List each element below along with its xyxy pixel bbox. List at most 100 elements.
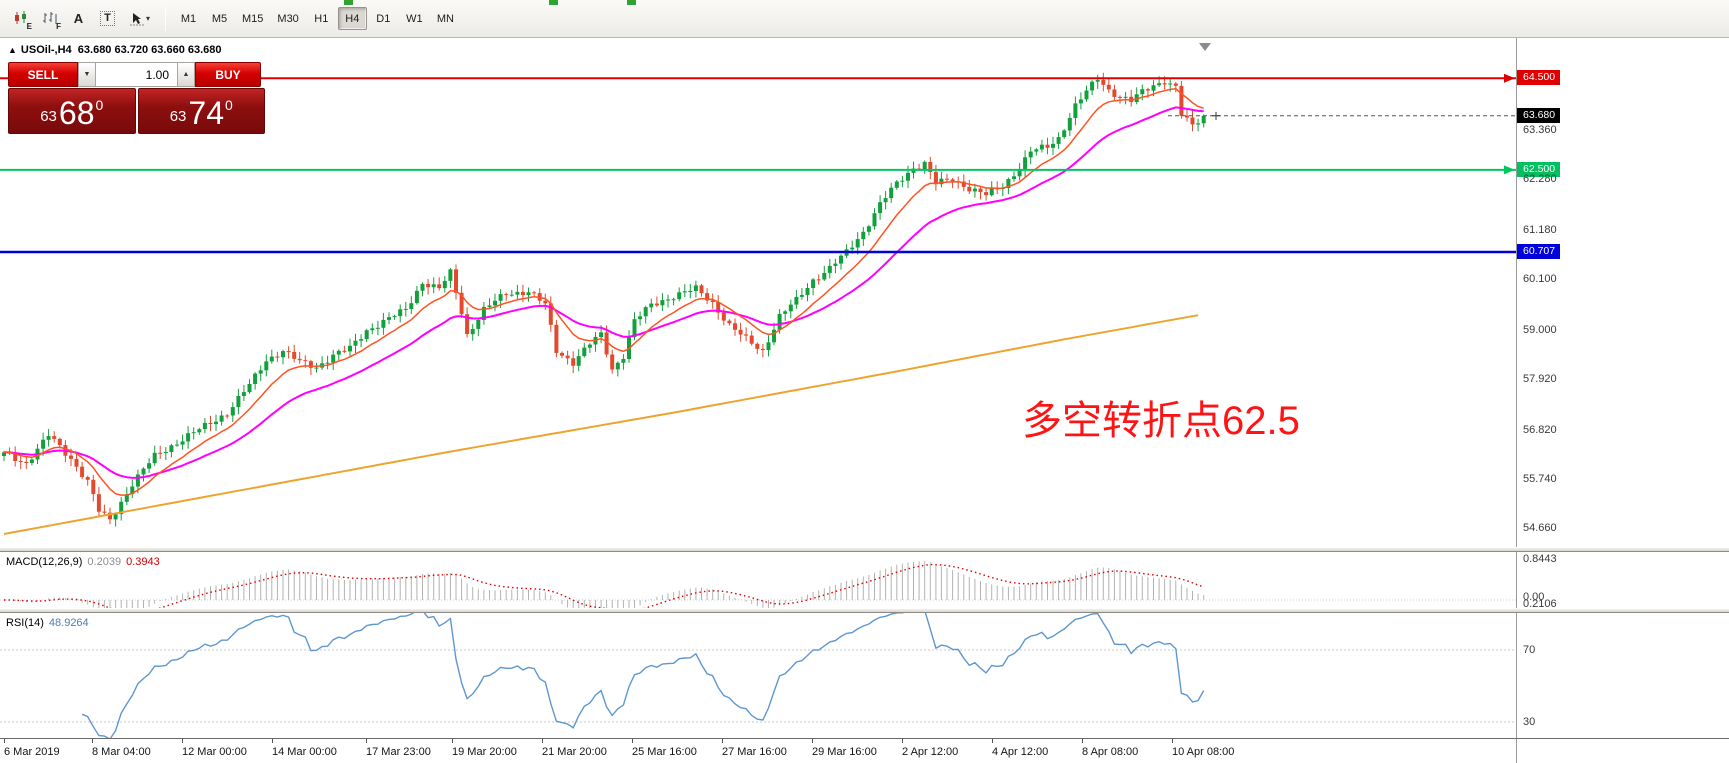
price-label-59.000: 59.000	[1523, 323, 1557, 336]
text-box-icon[interactable]: T	[94, 6, 121, 31]
tool-letter: F	[56, 22, 61, 31]
sell-button[interactable]: SELL	[8, 62, 78, 87]
timeframe-m15-button[interactable]: M15	[242, 12, 264, 25]
time-tick	[1082, 739, 1083, 743]
rsi-axis[interactable]: 70 30	[1516, 613, 1728, 738]
price-label-57.920: 57.920	[1523, 373, 1557, 386]
time-tick	[812, 739, 813, 743]
panel-splitter[interactable]	[0, 547, 1729, 552]
drawing-tools-group: E F A T ▾	[6, 6, 158, 31]
macd-signal-value: 0.3943	[126, 556, 160, 568]
oct-price-row: 63 68 0 63 74 0	[8, 88, 265, 134]
macd-axis[interactable]: 0.8443 0.00 0.2106	[1516, 552, 1728, 610]
bar-ohlc-values: 63.680 63.720 63.660 63.680	[77, 44, 222, 56]
time-tick	[902, 739, 903, 743]
one-click-trading-panel: SELL ▼ ▲ BUY 63 68 0 63 74 0	[8, 62, 265, 134]
macd-canvas[interactable]	[0, 552, 1516, 608]
price-label-61.180: 61.180	[1523, 223, 1557, 236]
candlestick-chart-icon[interactable]: E	[7, 6, 34, 31]
toolbar: E F A T ▾ M1 M5	[0, 0, 1729, 38]
time-label: 17 Mar 23:00	[366, 746, 431, 758]
timeframe-w1-button[interactable]: W1	[406, 12, 423, 25]
sell-price-tile[interactable]: 63 68 0	[8, 88, 136, 134]
time-tick	[92, 739, 93, 743]
sell-price-pips: 68	[58, 95, 95, 131]
macd-main-value: 0.2039	[87, 556, 122, 568]
cursor-tools-icon[interactable]: ▾	[123, 6, 157, 31]
bar-chart-icon[interactable]: F	[36, 6, 63, 31]
timeframe-m1-button[interactable]: M1	[180, 12, 197, 25]
price-label-55.740: 55.740	[1523, 472, 1557, 485]
price-label-54.660: 54.660	[1523, 522, 1557, 535]
time-tick	[722, 739, 723, 743]
macd-indicator-panel: 0.8443 0.00 0.2106 MACD(12,26,9) 0.2039 0.39…	[0, 552, 1729, 610]
dropdown-caret-icon: ▾	[145, 14, 150, 23]
sell-price-int: 63	[40, 108, 57, 125]
time-axis[interactable]: 6 Mar 2019 8 Mar 04:00 12 Mar 00:00 14 Mar …	[0, 738, 1729, 763]
timeframe-h4-button[interactable]: H4	[337, 7, 367, 30]
candlestick-chart-canvas[interactable]	[0, 38, 1516, 547]
timeframe-m5-button[interactable]: M5	[211, 12, 228, 25]
volume-decrease-button[interactable]: ▼	[78, 62, 96, 87]
tool-letter: E	[26, 22, 32, 31]
volume-increase-button[interactable]: ▲	[177, 62, 195, 87]
price-label-63.680: 63.680	[1517, 107, 1561, 123]
candles-glyph	[14, 11, 26, 24]
rsi-level-label-30: 30	[1523, 715, 1536, 728]
sell-price-fraction: 0	[95, 97, 104, 113]
time-tick	[272, 739, 273, 743]
time-tick	[1172, 739, 1173, 743]
time-label: 10 Apr 08:00	[1172, 746, 1235, 758]
time-tick	[366, 739, 367, 743]
price-label-60.707: 60.707	[1517, 244, 1561, 259]
symbol-info: ▲ USOil-,H4 63.680 63.720 63.660 63.680	[8, 44, 222, 56]
rsi-canvas[interactable]	[0, 613, 1516, 738]
buy-price-tile[interactable]: 63 74 0	[137, 88, 265, 134]
time-label: 4 Apr 12:00	[992, 746, 1049, 758]
timeframe-d1-button[interactable]: D1	[376, 12, 391, 25]
time-label: 19 Mar 20:00	[452, 746, 517, 758]
time-tick	[452, 739, 453, 743]
screen-artifact	[627, 0, 636, 5]
time-label: 8 Mar 04:00	[92, 746, 151, 758]
time-label: 27 Mar 16:00	[722, 746, 787, 758]
rsi-indicator-panel: 70 30 RSI(14) 48.9264	[0, 613, 1729, 738]
macd-label: MACD(12,26,9) 0.2039 0.3943	[6, 556, 160, 568]
price-chart-panel: 64.500 63.680 63.360 62.500 62.280 61.180 60.7…	[0, 38, 1729, 547]
chart-text-annotation[interactable]: 多空转折点62.5	[1022, 399, 1300, 443]
rsi-label: RSI(14) 48.9264	[6, 617, 89, 629]
time-label: 21 Mar 20:00	[542, 746, 607, 758]
rsi-value: 48.9264	[48, 617, 89, 629]
screen-artifact	[549, 0, 558, 5]
font-label-icon[interactable]: A	[73, 11, 84, 26]
price-label-56.820: 56.820	[1523, 423, 1557, 436]
volume-input[interactable]	[96, 62, 177, 87]
buy-price-fraction: 0	[224, 97, 233, 113]
time-label: 6 Mar 2019	[4, 746, 60, 758]
macd-axis-label-0.8443: 0.8443	[1523, 553, 1557, 565]
time-label: 8 Apr 08:00	[1082, 746, 1139, 758]
panel-splitter[interactable]	[0, 608, 1729, 613]
timeframe-h1-button[interactable]: H1	[314, 12, 329, 25]
time-label: 14 Mar 00:00	[272, 746, 337, 758]
toolbar-separator	[165, 6, 166, 31]
macd-title: MACD(12,26,9)	[6, 556, 83, 568]
macd-axis-label-0.00: 0.00	[1523, 591, 1545, 603]
screen-artifact	[344, 0, 353, 5]
buy-price-pips: 74	[188, 95, 224, 131]
buy-button[interactable]: BUY	[195, 62, 261, 87]
macd-axis-label-0.2106: 0.2106	[1523, 598, 1557, 610]
oct-collapse-toggle[interactable]: ▲	[8, 45, 17, 55]
time-tick	[632, 739, 633, 743]
time-label: 2 Apr 12:00	[902, 746, 959, 758]
price-axis[interactable]: 64.500 63.680 63.360 62.500 62.280 61.180 60.7…	[1516, 38, 1728, 547]
timeframe-m30-button[interactable]: M30	[277, 12, 299, 25]
oct-order-row: SELL ▼ ▲ BUY	[8, 62, 265, 87]
time-label: 12 Mar 00:00	[182, 746, 247, 758]
time-label: 29 Mar 16:00	[812, 746, 877, 758]
timeframe-mn-button[interactable]: MN	[436, 12, 454, 25]
time-tick	[992, 739, 993, 743]
axis-corner	[1516, 739, 1728, 763]
time-label: 25 Mar 16:00	[632, 746, 697, 758]
time-tick	[182, 739, 183, 743]
